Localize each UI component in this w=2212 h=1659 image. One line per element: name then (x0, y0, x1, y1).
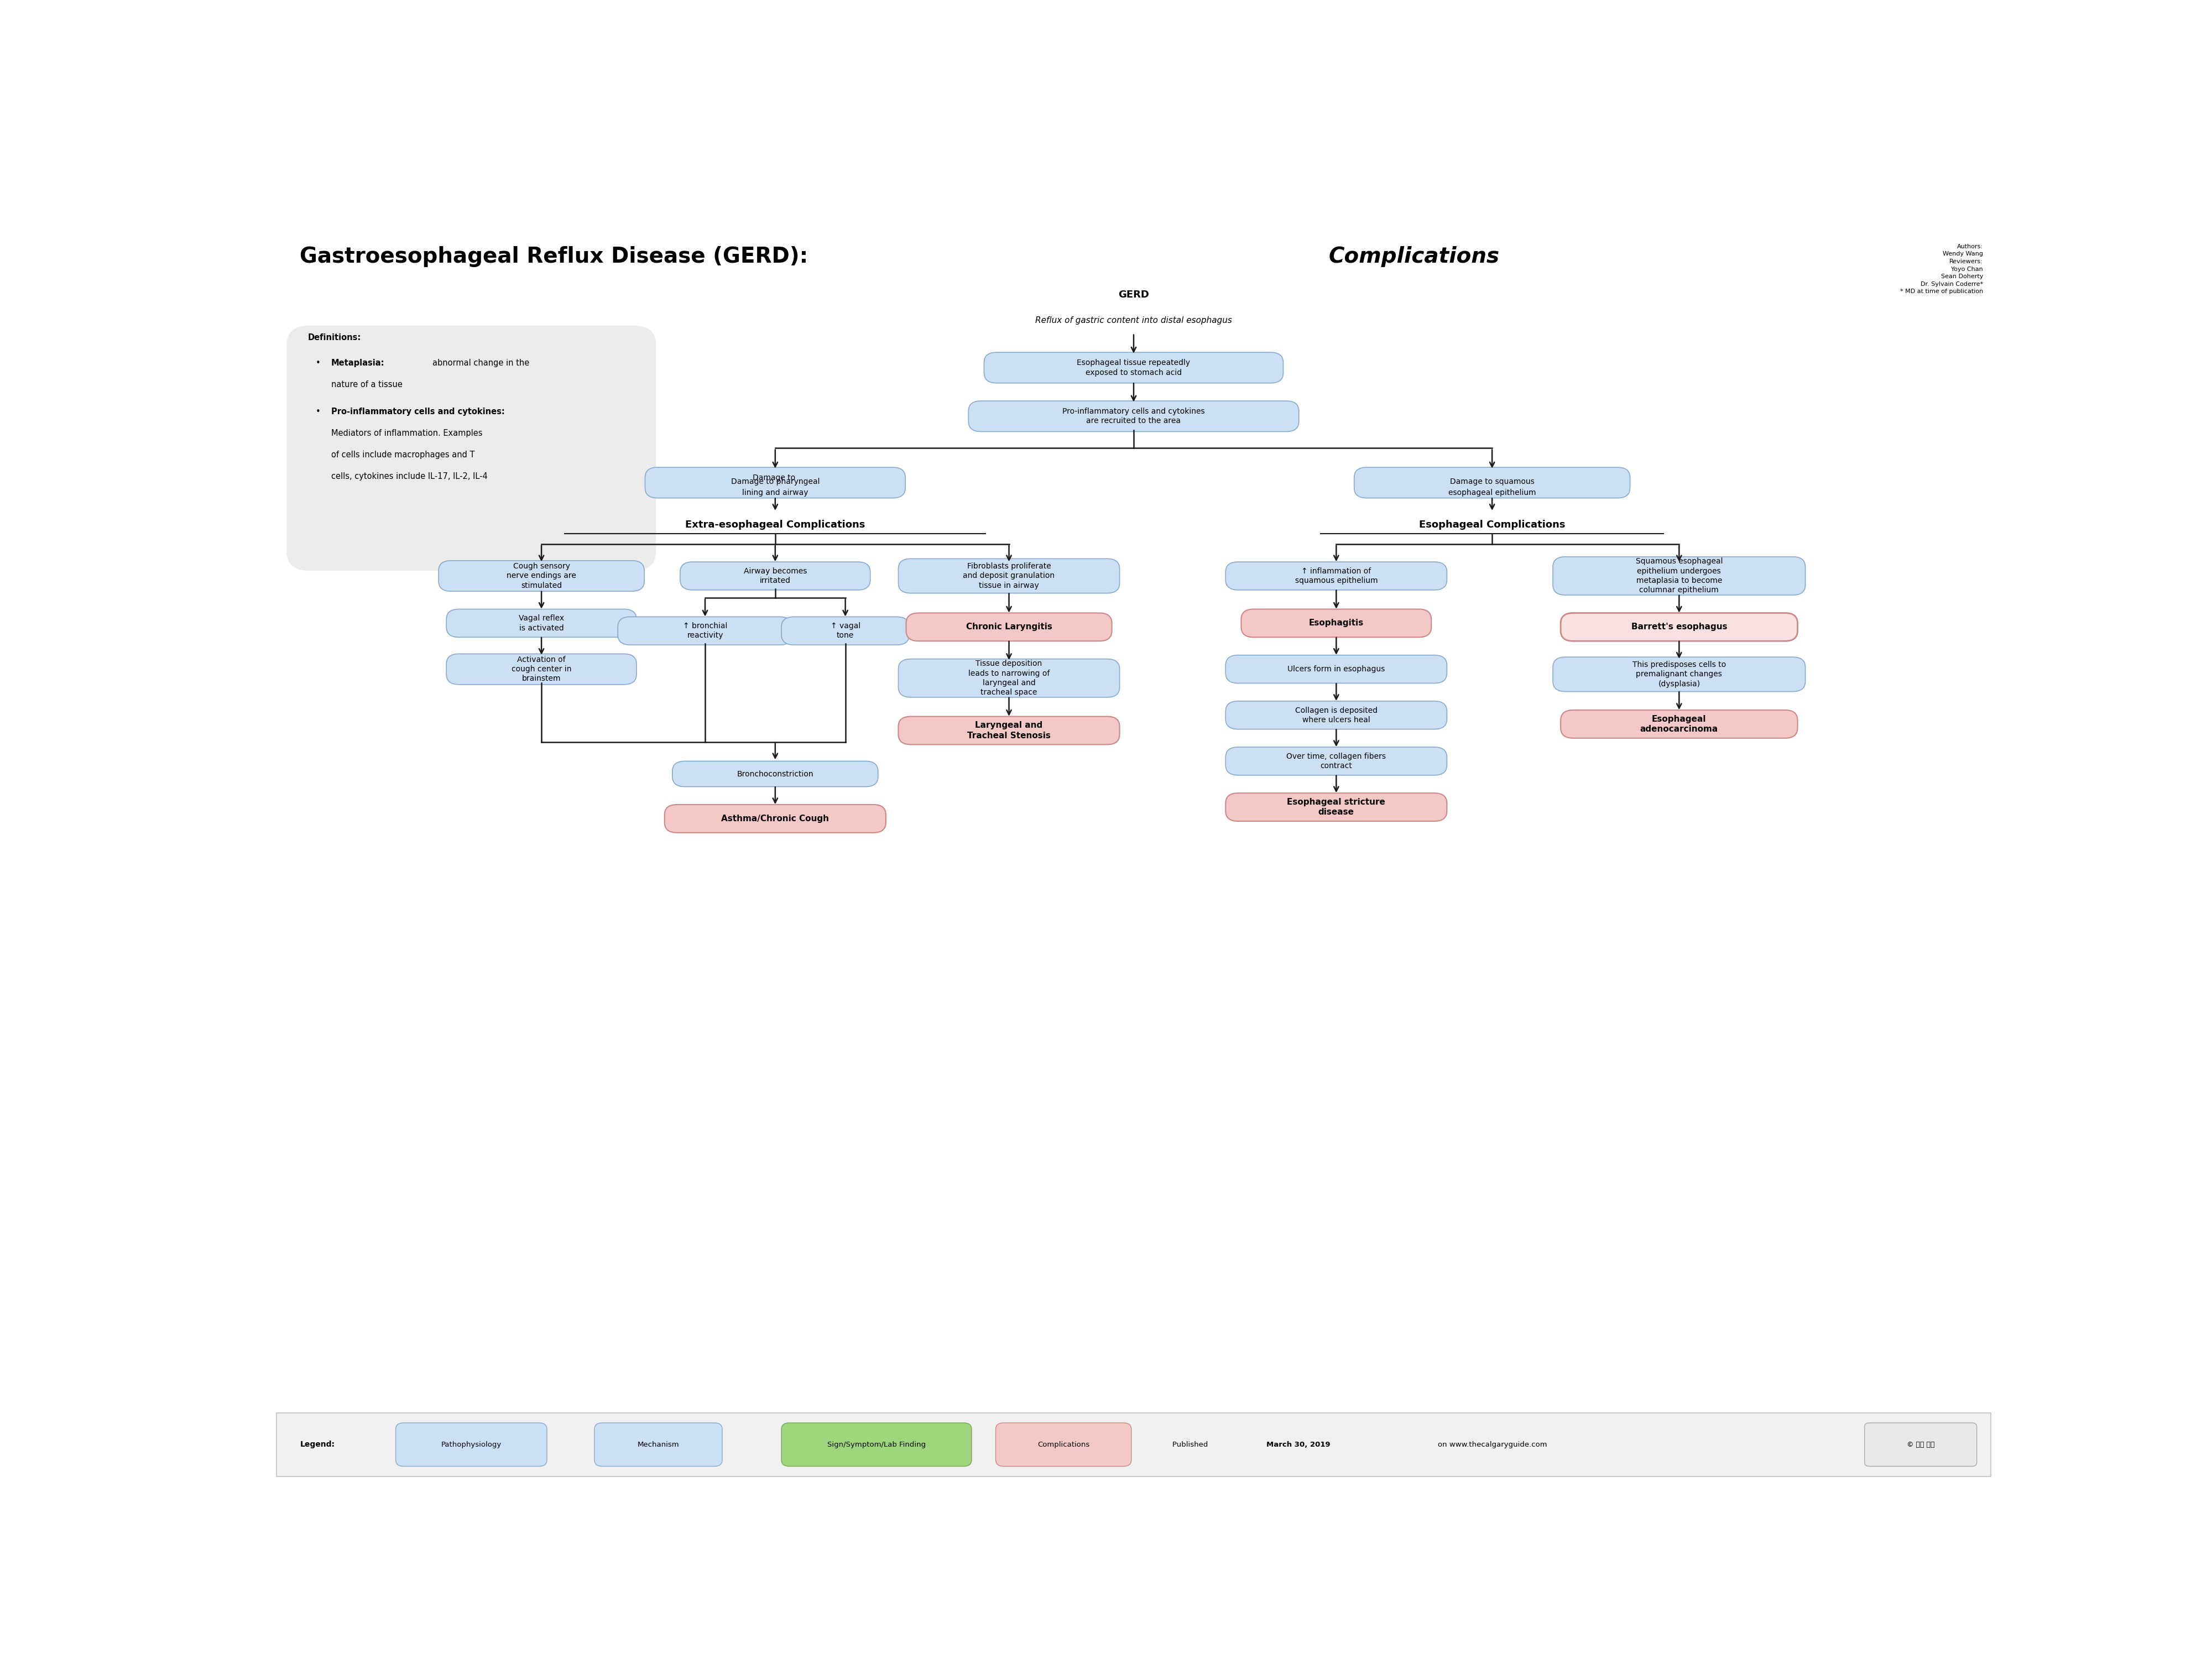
FancyBboxPatch shape (781, 617, 909, 645)
Text: Gastroesophageal Reflux Disease (GERD):: Gastroesophageal Reflux Disease (GERD): (301, 246, 816, 267)
Text: Metaplasia:: Metaplasia: (332, 358, 385, 367)
Text: Esophageal
adenocarcinoma: Esophageal adenocarcinoma (1639, 715, 1719, 733)
Text: Pathophysiology: Pathophysiology (440, 1442, 502, 1448)
Text: Chronic Laryngitis: Chronic Laryngitis (967, 622, 1053, 630)
Text: Pro-inflammatory cells and cytokines
are recruited to the area: Pro-inflammatory cells and cytokines are… (1062, 408, 1206, 425)
Text: Authors:
Wendy Wang
Reviewers:
Yoyo Chan
Sean Doherty
Dr. Sylvain Coderre*
* MD : Authors: Wendy Wang Reviewers: Yoyo Chan… (1900, 244, 1982, 294)
FancyBboxPatch shape (1865, 1423, 1978, 1467)
Text: Damage to: Damage to (752, 474, 799, 481)
Text: Vagal reflex
is activated: Vagal reflex is activated (520, 614, 564, 632)
Text: Squamous esophageal
epithelium undergoes
metaplasia to become
columnar epitheliu: Squamous esophageal epithelium undergoes… (1635, 557, 1723, 594)
Text: Mediators of inflammation. Examples: Mediators of inflammation. Examples (332, 430, 482, 438)
FancyBboxPatch shape (664, 805, 885, 833)
Text: Mechanism: Mechanism (637, 1442, 679, 1448)
Text: Pro-inflammatory cells and cytokines:: Pro-inflammatory cells and cytokines: (332, 408, 504, 416)
Text: cells, cytokines include IL-17, IL-2, IL-4: cells, cytokines include IL-17, IL-2, IL… (332, 473, 487, 481)
Text: Legend:: Legend: (301, 1440, 334, 1448)
Text: Tissue deposition
leads to narrowing of
laryngeal and
tracheal space: Tissue deposition leads to narrowing of … (969, 660, 1051, 697)
Text: Airway becomes
irritated: Airway becomes irritated (743, 567, 807, 584)
Text: •: • (316, 408, 321, 416)
Text: Barrett's esophagus: Barrett's esophagus (1630, 622, 1728, 630)
Text: Complications: Complications (1329, 246, 1500, 267)
Text: of cells include macrophages and T: of cells include macrophages and T (332, 451, 476, 460)
Text: Esophagitis: Esophagitis (1310, 619, 1363, 627)
FancyBboxPatch shape (898, 659, 1119, 697)
Text: Cough sensory
nerve endings are
stimulated: Cough sensory nerve endings are stimulat… (507, 562, 577, 589)
FancyBboxPatch shape (1225, 562, 1447, 591)
Text: Complications: Complications (1037, 1442, 1091, 1448)
Text: Esophageal stricture
disease: Esophageal stricture disease (1287, 798, 1385, 816)
Text: Esophageal Complications: Esophageal Complications (1418, 519, 1566, 529)
Text: Damage to squamous: Damage to squamous (1449, 478, 1535, 486)
FancyBboxPatch shape (995, 1423, 1130, 1467)
FancyBboxPatch shape (1225, 747, 1447, 775)
FancyBboxPatch shape (898, 717, 1119, 745)
FancyBboxPatch shape (969, 401, 1298, 431)
Text: ↑ inflammation of
squamous epithelium: ↑ inflammation of squamous epithelium (1294, 567, 1378, 584)
FancyBboxPatch shape (646, 468, 905, 498)
Text: Bronchoconstriction: Bronchoconstriction (737, 770, 814, 778)
FancyBboxPatch shape (617, 617, 792, 645)
FancyBboxPatch shape (679, 562, 869, 591)
FancyBboxPatch shape (1225, 793, 1447, 821)
FancyBboxPatch shape (898, 559, 1119, 594)
Text: March 30, 2019: March 30, 2019 (1265, 1442, 1329, 1448)
FancyBboxPatch shape (595, 1423, 721, 1467)
Text: Ulcers form in esophagus: Ulcers form in esophagus (1287, 665, 1385, 674)
Text: Fibroblasts proliferate
and deposit granulation
tissue in airway: Fibroblasts proliferate and deposit gran… (962, 562, 1055, 589)
FancyBboxPatch shape (781, 1423, 971, 1467)
FancyBboxPatch shape (672, 761, 878, 786)
FancyBboxPatch shape (396, 1423, 546, 1467)
Text: Activation of
cough center in
brainstem: Activation of cough center in brainstem (511, 655, 571, 682)
Text: Asthma/Chronic Cough: Asthma/Chronic Cough (721, 815, 830, 823)
Text: © ⒸⓃ ⓃⓈ: © ⒸⓃ ⓃⓈ (1907, 1442, 1936, 1448)
FancyBboxPatch shape (1225, 655, 1447, 684)
Text: Laryngeal and
Tracheal Stenosis: Laryngeal and Tracheal Stenosis (967, 722, 1051, 740)
Text: Esophageal tissue repeatedly
exposed to stomach acid: Esophageal tissue repeatedly exposed to … (1077, 358, 1190, 377)
Text: nature of a tissue: nature of a tissue (332, 380, 403, 388)
Text: Published: Published (1172, 1442, 1210, 1448)
FancyBboxPatch shape (276, 1413, 1991, 1477)
FancyBboxPatch shape (447, 654, 637, 685)
FancyBboxPatch shape (984, 352, 1283, 383)
Text: esophageal epithelium: esophageal epithelium (1449, 489, 1535, 496)
FancyBboxPatch shape (1562, 710, 1798, 738)
Text: Collagen is deposited
where ulcers heal: Collagen is deposited where ulcers heal (1294, 707, 1378, 723)
Text: This predisposes cells to
premalignant changes
(dysplasia): This predisposes cells to premalignant c… (1632, 660, 1725, 688)
Text: lining and airway: lining and airway (743, 489, 807, 496)
FancyBboxPatch shape (438, 561, 644, 591)
Text: GERD: GERD (1119, 290, 1148, 300)
Text: Extra-esophageal Complications: Extra-esophageal Complications (686, 519, 865, 529)
Text: ↑ vagal
tone: ↑ vagal tone (830, 622, 860, 639)
FancyBboxPatch shape (447, 609, 637, 637)
Text: Sign/Symptom/Lab Finding: Sign/Symptom/Lab Finding (827, 1442, 927, 1448)
Text: abnormal change in the: abnormal change in the (431, 358, 529, 367)
FancyBboxPatch shape (907, 612, 1113, 640)
Text: ↑ bronchial
reactivity: ↑ bronchial reactivity (684, 622, 728, 639)
FancyBboxPatch shape (1225, 702, 1447, 730)
FancyBboxPatch shape (288, 325, 657, 571)
FancyBboxPatch shape (1553, 557, 1805, 596)
FancyBboxPatch shape (1553, 657, 1805, 692)
FancyBboxPatch shape (1354, 468, 1630, 498)
Text: Damage to pharyngeal: Damage to pharyngeal (730, 478, 821, 486)
FancyBboxPatch shape (1562, 612, 1798, 640)
Text: Definitions:: Definitions: (307, 333, 361, 342)
Text: Over time, collagen fibers
contract: Over time, collagen fibers contract (1287, 753, 1387, 770)
FancyBboxPatch shape (1241, 609, 1431, 637)
Text: Reflux of gastric content into distal esophagus: Reflux of gastric content into distal es… (1035, 317, 1232, 325)
Text: •: • (316, 358, 321, 367)
Text: on www.thecalgaryguide.com: on www.thecalgaryguide.com (1438, 1442, 1546, 1448)
